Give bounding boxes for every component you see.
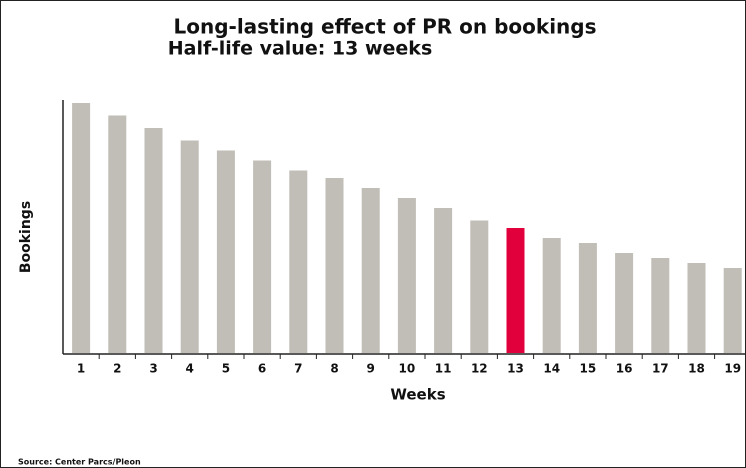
- bar: [216, 150, 235, 353]
- x-tick-label: 10: [399, 362, 416, 376]
- x-tick-label: 12: [471, 362, 488, 376]
- x-tick-label: 15: [580, 362, 597, 376]
- bar: [687, 263, 706, 353]
- y-axis-label: Bookings: [18, 201, 34, 273]
- x-axis-label: Weeks: [390, 386, 445, 404]
- bar: [578, 243, 597, 353]
- bar: [180, 140, 199, 353]
- bar: [470, 220, 489, 353]
- x-tick-label: 2: [113, 362, 121, 376]
- chart-title: Long-lasting effect of PR on bookings: [173, 15, 596, 39]
- bar: [397, 198, 416, 353]
- x-tick-label: 4: [186, 362, 194, 376]
- bar: [723, 268, 742, 353]
- bar: [325, 178, 344, 353]
- x-tick-label: 18: [688, 362, 705, 376]
- bar: [434, 208, 453, 353]
- x-tick-label: 11: [435, 362, 452, 376]
- bar: [253, 160, 272, 353]
- x-tick-label: 19: [724, 362, 741, 376]
- source: Source: Center Parcs/Pleon: [18, 458, 141, 467]
- bar: [542, 238, 561, 353]
- x-tick-label: 8: [330, 362, 338, 376]
- bar: [615, 253, 634, 353]
- x-tick-label: 1: [77, 362, 85, 376]
- x-tick-label: 9: [367, 362, 375, 376]
- bar: [108, 115, 127, 353]
- x-tick-label: 13: [507, 362, 524, 376]
- bar: [361, 188, 380, 353]
- x-tick-label: 5: [222, 362, 230, 376]
- bar: [72, 103, 91, 353]
- bar: [144, 128, 163, 353]
- bar: [506, 228, 525, 353]
- x-tick-label: 3: [149, 362, 157, 376]
- x-tick-label: 14: [543, 362, 560, 376]
- bar: [289, 170, 308, 353]
- x-tick-label: 7: [294, 362, 302, 376]
- x-tick-label: 17: [652, 362, 669, 376]
- bar: [651, 258, 670, 353]
- chart-subtitle: Half-life value: 13 weeks: [168, 38, 433, 60]
- x-tick-label: 16: [616, 362, 633, 376]
- x-tick-label: 6: [258, 362, 266, 376]
